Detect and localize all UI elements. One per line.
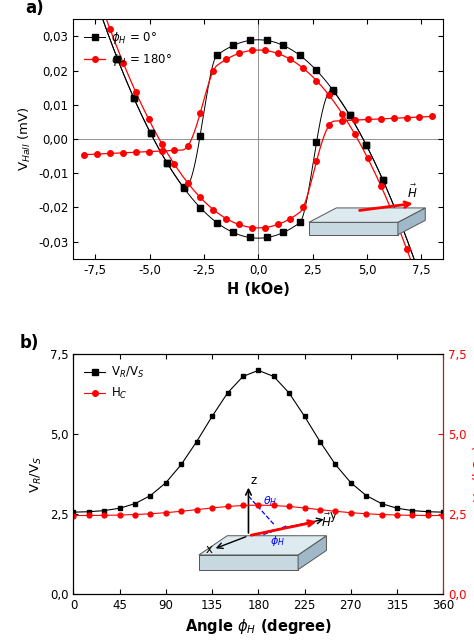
H$_C$ <box>425 512 431 519</box>
H$_C$ <box>271 501 277 509</box>
V$_R$/V$_S$ <box>101 507 107 514</box>
V$_R$/V$_S$ <box>178 460 184 468</box>
V$_R$/V$_S$ <box>333 460 338 468</box>
H$_C$ <box>333 507 338 515</box>
V$_R$/V$_S$ <box>210 412 215 420</box>
V$_R$/V$_S$ <box>379 499 384 507</box>
V$_R$/V$_S$ <box>271 372 277 380</box>
H$_C$ <box>440 512 446 519</box>
V$_R$/V$_S$ <box>440 508 446 516</box>
V$_R$/V$_S$ <box>71 508 76 516</box>
V$_R$/V$_S$ <box>225 389 230 397</box>
H$_C$ <box>255 501 261 509</box>
H$_C$ <box>117 511 122 519</box>
Y-axis label: V$_{Hall}$ (mV): V$_{Hall}$ (mV) <box>17 107 33 171</box>
X-axis label: H (kOe): H (kOe) <box>227 282 290 297</box>
H$_C$ <box>194 506 200 514</box>
V$_R$/V$_S$ <box>425 508 431 516</box>
V$_R$/V$_S$ <box>148 492 154 499</box>
H$_C$ <box>71 512 76 519</box>
H$_C$ <box>301 504 307 512</box>
V$_R$/V$_S$ <box>86 508 91 516</box>
V$_R$/V$_S$ <box>317 438 323 446</box>
H$_C$ <box>286 503 292 510</box>
Legend: V$_R$/V$_S$, H$_C$: V$_R$/V$_S$, H$_C$ <box>79 360 149 406</box>
V$_R$/V$_S$ <box>364 492 369 499</box>
H$_C$ <box>210 504 215 512</box>
H$_C$ <box>240 501 246 509</box>
V$_R$/V$_S$ <box>301 412 307 420</box>
H$_C$ <box>394 511 400 519</box>
H$_C$ <box>148 510 154 517</box>
Line: V$_R$/V$_S$: V$_R$/V$_S$ <box>71 368 446 515</box>
H$_C$ <box>101 512 107 519</box>
H$_C$ <box>317 506 323 514</box>
Y-axis label: H$_C$ (kOe): H$_C$ (kOe) <box>472 445 474 503</box>
V$_R$/V$_S$ <box>163 479 169 487</box>
V$_R$/V$_S$ <box>255 367 261 374</box>
V$_R$/V$_S$ <box>117 505 122 512</box>
H$_C$ <box>178 507 184 515</box>
V$_R$/V$_S$ <box>394 505 400 512</box>
V$_R$/V$_S$ <box>348 479 354 487</box>
H$_C$ <box>348 509 354 517</box>
H$_C$ <box>379 510 384 518</box>
H$_C$ <box>86 512 91 519</box>
Legend: $\phi_H$ = 0°, $\phi_H$ = 180°: $\phi_H$ = 0°, $\phi_H$ = 180° <box>79 25 177 73</box>
Text: b): b) <box>20 334 39 352</box>
V$_R$/V$_S$ <box>286 389 292 397</box>
H$_C$ <box>410 512 415 519</box>
H$_C$ <box>225 503 230 510</box>
X-axis label: Angle $\phi_H$ (degree): Angle $\phi_H$ (degree) <box>185 617 332 636</box>
Text: a): a) <box>26 0 44 17</box>
H$_C$ <box>364 510 369 517</box>
V$_R$/V$_S$ <box>240 372 246 380</box>
H$_C$ <box>132 510 138 518</box>
V$_R$/V$_S$ <box>194 438 200 446</box>
Y-axis label: V$_R$/V$_S$: V$_R$/V$_S$ <box>29 456 45 493</box>
V$_R$/V$_S$ <box>410 507 415 514</box>
V$_R$/V$_S$ <box>132 499 138 507</box>
H$_C$ <box>163 509 169 517</box>
Line: H$_C$: H$_C$ <box>71 503 446 518</box>
